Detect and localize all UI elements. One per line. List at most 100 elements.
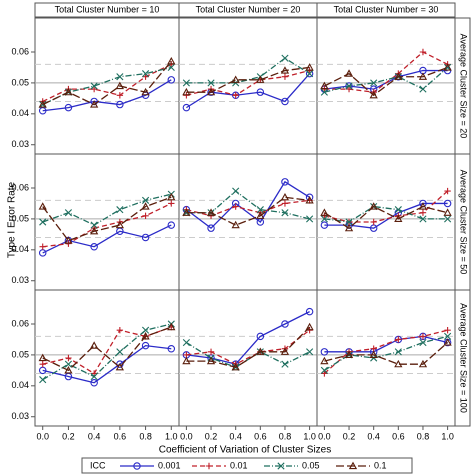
point-marker — [167, 63, 175, 72]
marker-part — [90, 221, 98, 229]
marker-part — [64, 87, 73, 96]
series-line — [324, 205, 448, 223]
point-marker — [207, 348, 215, 356]
marker-part — [305, 322, 314, 331]
y-tick-label: 0.03 — [11, 411, 29, 421]
point-marker — [116, 73, 124, 81]
point-marker — [90, 341, 99, 349]
point-marker — [231, 75, 240, 83]
marker-part — [395, 336, 402, 343]
marker-part — [394, 72, 403, 80]
y-tick-label: 0.06 — [11, 318, 29, 328]
marker-part — [182, 103, 191, 112]
marker-part — [167, 56, 176, 65]
point-marker — [320, 366, 328, 374]
marker-part — [141, 233, 150, 242]
y-tick-label: 0.05 — [11, 349, 29, 359]
series-line — [186, 329, 310, 365]
series-line — [186, 69, 310, 96]
marker-part — [256, 88, 265, 96]
point-marker — [369, 350, 378, 359]
series-line — [186, 341, 310, 368]
marker-part — [281, 178, 289, 186]
point-marker — [39, 218, 47, 226]
series-line — [42, 323, 172, 381]
point-marker — [115, 220, 124, 229]
point-marker — [444, 215, 452, 223]
point-marker — [115, 81, 124, 90]
x-tick-label: 0.8 — [417, 431, 430, 441]
point-marker — [182, 103, 191, 112]
marker-part — [39, 218, 47, 226]
point-marker — [444, 326, 451, 334]
marker-part — [38, 202, 47, 210]
point-marker — [141, 341, 150, 350]
panel-frame — [34, 153, 180, 291]
point-marker — [167, 56, 176, 65]
point-marker — [419, 85, 427, 93]
marker-part — [256, 332, 265, 341]
marker-part — [232, 187, 240, 195]
marker-part — [419, 215, 427, 223]
marker-part — [90, 370, 98, 377]
point-marker — [344, 350, 354, 359]
marker-part — [167, 76, 176, 84]
point-marker — [205, 462, 213, 470]
x-tick-label: 0.6 — [254, 431, 267, 441]
marker-part — [116, 73, 124, 81]
series-line — [42, 326, 172, 375]
marker-part — [39, 243, 46, 250]
column-strip — [316, 2, 456, 18]
point-marker — [418, 202, 428, 210]
marker-part — [39, 360, 46, 368]
marker-part — [280, 66, 290, 74]
panel-frame — [316, 153, 456, 291]
point-marker — [419, 215, 427, 223]
marker-part — [281, 320, 289, 328]
x-tick-label: 0.0 — [36, 431, 49, 441]
point-marker — [320, 81, 329, 90]
point-marker — [133, 462, 141, 470]
x-tick-label: 1.0 — [303, 431, 316, 441]
marker-part — [344, 350, 354, 359]
series-line — [42, 60, 172, 106]
point-marker — [345, 85, 353, 93]
point-marker — [231, 220, 240, 229]
point-marker — [418, 359, 428, 368]
point-marker — [168, 200, 175, 207]
point-marker — [320, 348, 329, 356]
point-marker — [305, 196, 314, 204]
marker-part — [65, 354, 72, 362]
marker-part — [167, 344, 176, 353]
series-line — [186, 199, 310, 217]
point-marker — [64, 366, 73, 374]
panel-frame — [178, 17, 318, 155]
series-line — [186, 73, 311, 109]
marker-part — [167, 221, 176, 229]
x-tick-label: 0.8 — [279, 431, 292, 441]
point-marker — [167, 322, 176, 331]
point-marker — [207, 79, 215, 87]
point-marker — [281, 360, 289, 368]
series-line — [324, 342, 449, 365]
point-marker — [443, 208, 452, 216]
series-line — [186, 196, 310, 226]
marker-part — [281, 209, 289, 217]
marker-part — [141, 196, 150, 204]
marker-part — [419, 209, 427, 216]
point-marker — [394, 72, 403, 80]
series-line — [42, 326, 172, 372]
marker-part — [256, 206, 264, 214]
series-line — [42, 79, 172, 112]
marker-part — [141, 332, 150, 340]
marker-part — [232, 203, 239, 210]
point-marker — [256, 211, 265, 219]
column-label: Total Cluster Number = 10 — [55, 4, 160, 14]
marker-part — [38, 353, 47, 362]
marker-part — [444, 187, 451, 195]
point-marker — [182, 208, 191, 216]
point-marker — [182, 87, 191, 96]
marker-part — [115, 362, 124, 371]
marker-part — [281, 200, 289, 207]
point-marker — [395, 336, 402, 343]
